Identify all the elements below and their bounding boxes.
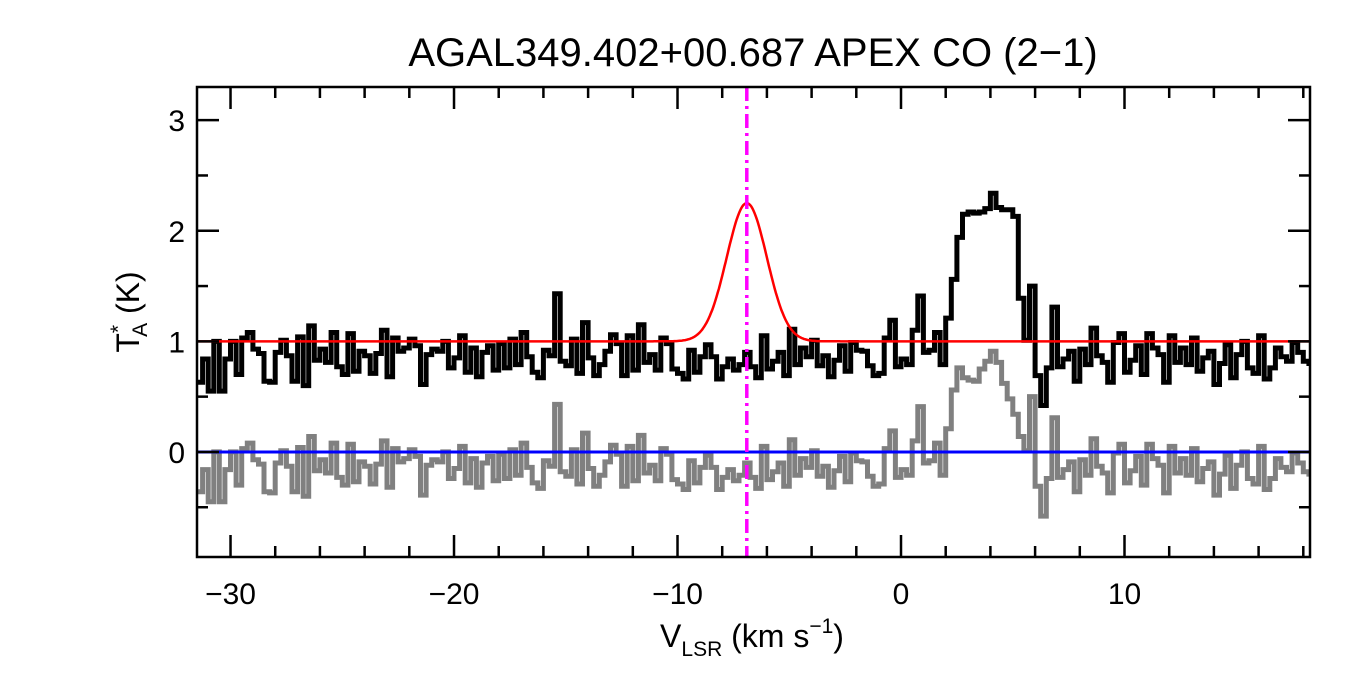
y-tick-label: 0 — [168, 437, 185, 470]
x-tick-label: −10 — [652, 578, 703, 611]
x-tick-label: 0 — [893, 578, 910, 611]
x-axis-label: VLSR (km s−1) — [660, 615, 844, 661]
y-tick-label: 2 — [168, 216, 185, 249]
y-tick-label: 3 — [168, 105, 185, 138]
y-tick-label: 1 — [168, 326, 185, 359]
gaussian-fit-curve — [197, 201, 1310, 343]
y-label-sup: * — [107, 325, 130, 333]
x-tick-label: −30 — [205, 578, 256, 611]
plot-frame — [195, 85, 1312, 559]
x-tick-label: 10 — [1108, 578, 1141, 611]
y-axis: 0 1 2 3 — [168, 105, 1310, 509]
x-tick-label: −20 — [429, 578, 480, 611]
x-label-main: V — [660, 618, 682, 654]
x-label-sup: −1 — [809, 615, 833, 638]
spectrum-series-line — [197, 190, 1310, 408]
residual-series-line — [197, 348, 1310, 519]
x-label-sub: LSR — [681, 638, 722, 661]
y-axis-label: T*A (K) — [107, 271, 152, 352]
y-label-sub: A — [129, 323, 152, 337]
plot-area — [197, 87, 1310, 557]
x-label-rest: (km s — [722, 618, 809, 654]
x-label-close: ) — [833, 618, 844, 654]
x-axis: −30 −20 −10 0 10 — [205, 87, 1305, 611]
chart-title: AGAL349.402+00.687 APEX CO (2−1) — [408, 31, 1097, 75]
y-label-main: T — [110, 333, 146, 353]
y-label-rest: (K) — [110, 271, 146, 323]
